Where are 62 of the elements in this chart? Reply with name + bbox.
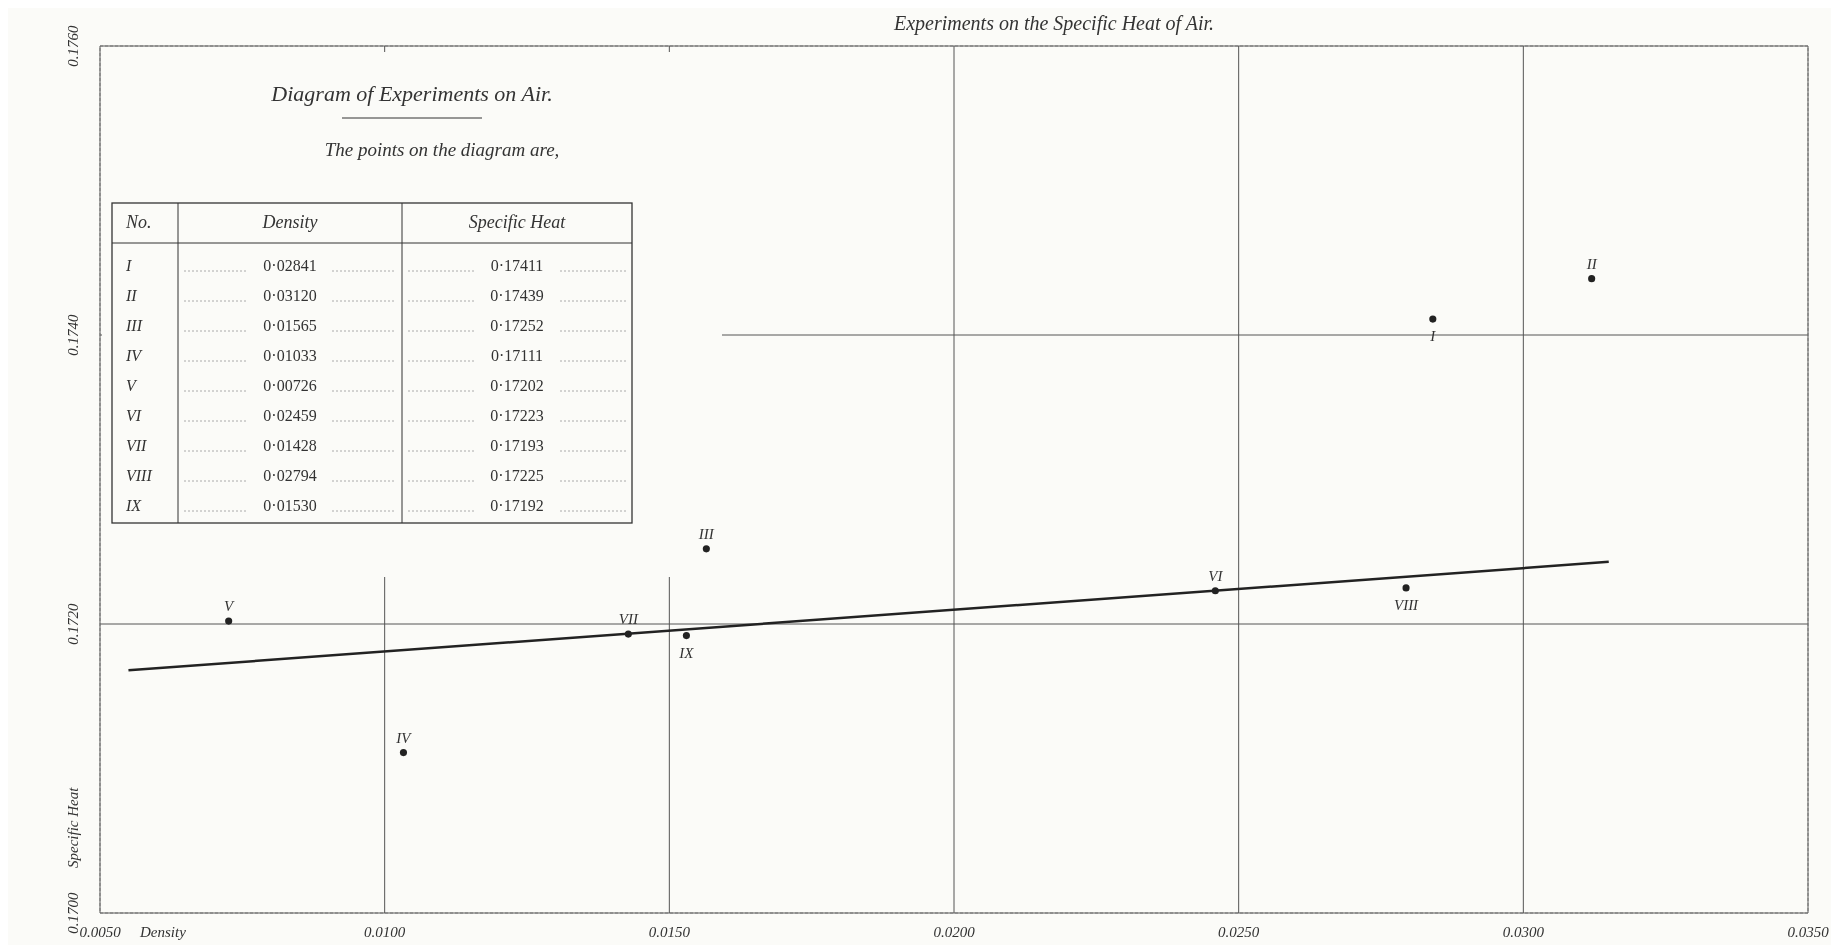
x-tick-label: 0.0150 xyxy=(648,924,691,940)
x-axis-title: Density xyxy=(139,924,187,940)
annotation: 0·02841 xyxy=(263,257,317,274)
annotation: 0·02794 xyxy=(263,467,317,484)
annotation: 0·01530 xyxy=(263,497,317,514)
annotation: 0·17411 xyxy=(490,257,544,274)
point xyxy=(1429,315,1437,323)
annotation: 0·03120 xyxy=(263,287,317,304)
annotation: Density xyxy=(261,212,318,232)
annotation: VI xyxy=(1208,567,1224,584)
chart-title: Experiments on the Specific Heat of Air. xyxy=(892,12,1215,35)
text: III xyxy=(126,317,142,334)
text: IV xyxy=(126,347,142,364)
y-tick-label: 0.1760 xyxy=(65,24,81,67)
annotation: III xyxy=(697,525,715,542)
annotation: 0·01033 xyxy=(263,347,317,364)
annotation: II xyxy=(1585,255,1598,272)
point xyxy=(682,632,690,640)
text: VIII xyxy=(126,467,152,484)
x-tick-label: 0.0050 xyxy=(79,924,122,940)
text: II xyxy=(126,287,137,304)
annotation: IX xyxy=(678,644,695,661)
annotation: 0·17225 xyxy=(490,467,544,484)
x-tick-label: 0.0200 xyxy=(933,924,976,940)
text: VI xyxy=(126,407,142,424)
point xyxy=(1402,584,1410,592)
annotation: 0·01428 xyxy=(263,437,317,454)
y-tick-label: 0.1700 xyxy=(65,891,81,934)
annotation: 0·17252 xyxy=(490,317,544,334)
annotation: 0·17192 xyxy=(490,497,544,514)
x-tick-label: 0.0100 xyxy=(364,924,406,940)
annotation: V xyxy=(224,598,236,615)
annotation: 0·17193 xyxy=(490,437,544,454)
text: IX xyxy=(126,497,142,514)
annotation: No. xyxy=(125,212,152,232)
x-tick-label: 0.0350 xyxy=(1787,924,1830,940)
x-tick-label: 0.0250 xyxy=(1218,924,1260,940)
text: I xyxy=(126,257,132,274)
annotation: IV xyxy=(395,729,413,746)
point xyxy=(399,749,408,757)
annotation: The points on the diagram are, xyxy=(324,139,560,160)
y-tick-label: 0.1740 xyxy=(65,313,81,356)
y-tick-label: 0.1720 xyxy=(65,602,81,645)
annotation: 0·01565 xyxy=(263,317,317,334)
point xyxy=(702,545,710,553)
point xyxy=(225,617,233,625)
annotation: VIII xyxy=(1393,596,1420,613)
x-tick-label: 0.0300 xyxy=(1502,924,1545,940)
annotation: Diagram of Experiments on Air. xyxy=(270,81,553,106)
annotation: 0·17202 xyxy=(490,377,544,394)
annotation: 0·17439 xyxy=(490,287,544,304)
annotation: 0·02459 xyxy=(263,407,317,424)
point xyxy=(1588,275,1596,283)
y-axis-title: Specific Heat xyxy=(65,786,81,868)
text: VII xyxy=(126,437,147,454)
annotation: Specific Heat xyxy=(468,212,567,232)
annotation: I xyxy=(1429,328,1437,345)
annotation: 0·17223 xyxy=(490,407,544,424)
annotation: VII xyxy=(618,611,639,628)
annotation: 0·17111 xyxy=(490,347,544,364)
text: V xyxy=(126,377,136,394)
annotation: 0·00726 xyxy=(263,377,317,394)
